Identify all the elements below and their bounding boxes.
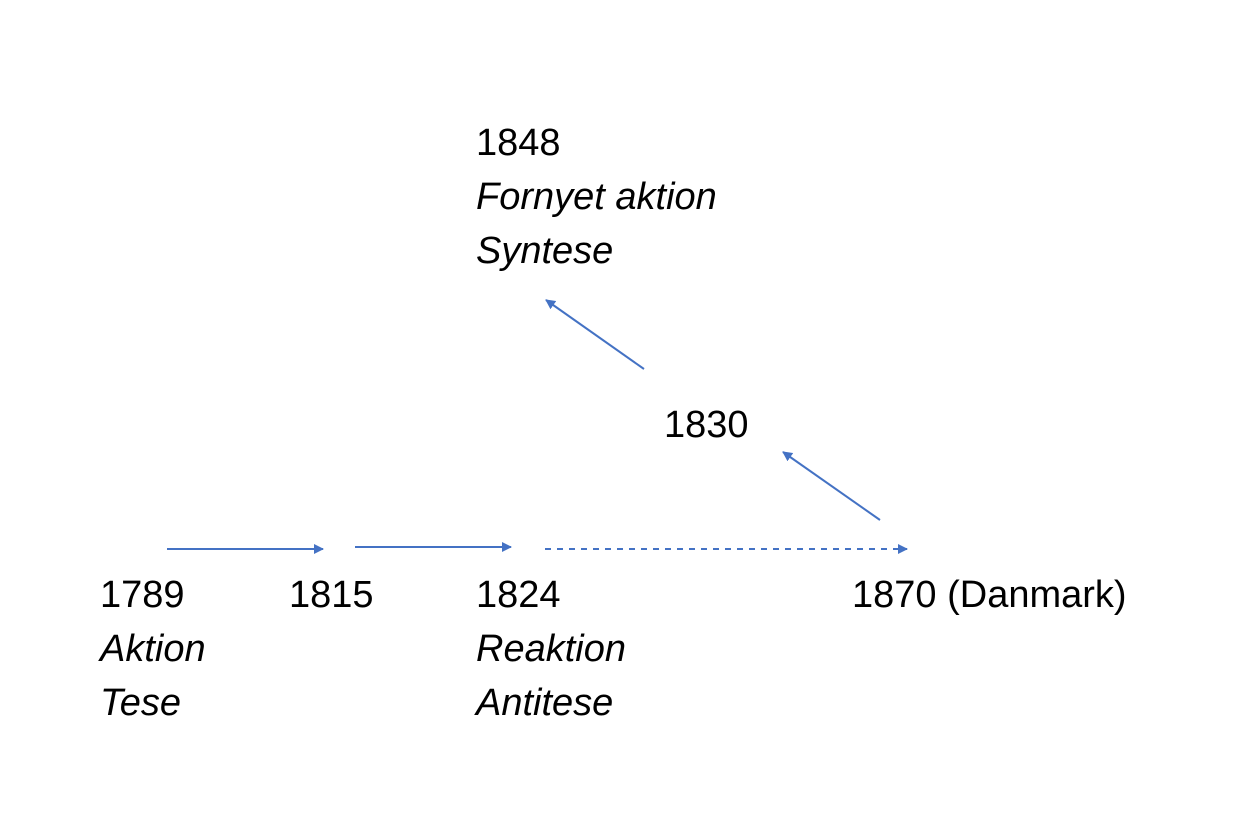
node-1789: 1789 Aktion Tese [100,568,206,730]
arrow-1830-to-1848 [545,299,645,370]
node-1848: 1848 Fornyet aktion Syntese [476,116,717,278]
node-1830-year: 1830 [664,404,749,446]
node-1870-year: 1870 (Danmark) [852,574,1127,616]
node-1830: 1830 [664,398,749,452]
node-1870: 1870 (Danmark) [852,568,1127,622]
node-1815-year: 1815 [289,574,374,616]
node-1848-year: 1848 [476,122,561,164]
node-1824-label-antitese: Antitese [476,682,614,724]
node-1789-year: 1789 [100,574,185,616]
node-1824: 1824 Reaktion Antitese [476,568,626,730]
node-1815: 1815 [289,568,374,622]
node-1789-label-aktion: Aktion [100,628,206,670]
node-1848-label-fornyet-aktion: Fornyet aktion [476,176,717,218]
node-1789-label-tese: Tese [100,682,181,724]
arrow-1870-to-1830 [782,451,881,521]
node-1824-year: 1824 [476,574,561,616]
node-1824-label-reaktion: Reaktion [476,628,626,670]
node-1848-label-syntese: Syntese [476,230,614,272]
